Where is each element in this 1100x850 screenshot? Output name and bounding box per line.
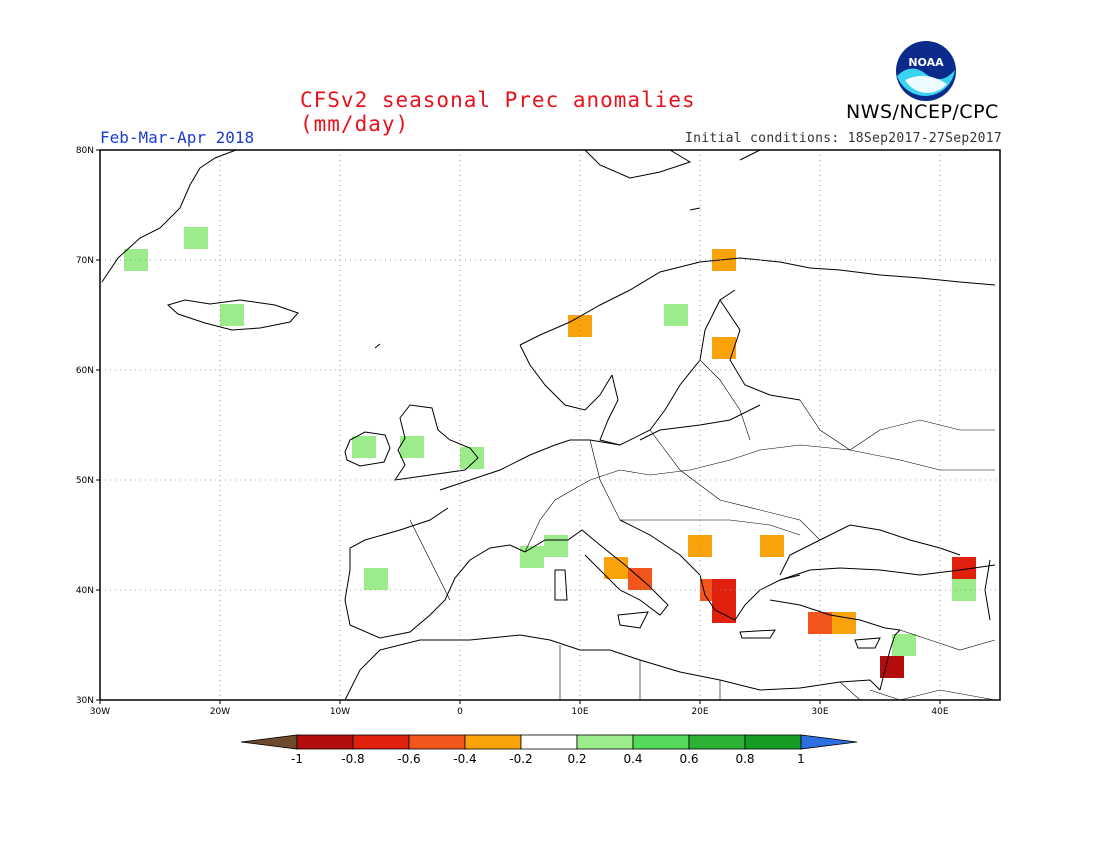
lon-label: 30W: [90, 707, 110, 717]
graticule: [100, 150, 1000, 700]
coast-south-norway: [519, 344, 613, 411]
colorbar-tick-label: 0.8: [735, 752, 754, 766]
lon-label: 20E: [691, 707, 708, 717]
anomaly-cell-19: [628, 568, 652, 590]
map-frame: [99, 149, 1001, 701]
anomaly-cell-21: [808, 612, 832, 634]
coast-north-europe: [439, 439, 621, 491]
colorbar-tick-label: 1: [797, 752, 805, 766]
coastlines: [101, 149, 996, 701]
lon-label: 30E: [811, 707, 828, 717]
lat-label: 60N: [76, 366, 94, 376]
lon-label: 10E: [571, 707, 588, 717]
colorbar-tick-label: 0.2: [567, 752, 586, 766]
coast-north-africa: [344, 634, 881, 701]
anomaly-cell-15: [832, 612, 856, 634]
anomaly-cell-17: [712, 337, 736, 359]
coast-britain: [393, 404, 479, 481]
lat-label: 70N: [76, 256, 94, 266]
coast-ireland: [344, 431, 391, 467]
anomaly-cell-22: [712, 579, 736, 601]
coast-svalbard: [584, 149, 692, 179]
agency-label: NWS/NCEP/CPC: [846, 101, 999, 123]
anomaly-cell-25: [952, 557, 976, 579]
colorbar-tick-label: -0.8: [341, 752, 364, 766]
coast-baltic: [599, 289, 736, 446]
anomaly-cell-11: [952, 579, 976, 601]
coast-franz: [689, 149, 761, 211]
longitude-labels: 30W 20W 10W 0 10E 20E 30E 40E: [90, 700, 949, 717]
noaa-logo: NOAA: [896, 41, 956, 101]
anomaly-cell-1: [520, 546, 544, 568]
anomaly-cell-8: [184, 227, 208, 249]
forecast-period: Feb-Mar-Apr 2018: [100, 128, 255, 147]
coast-iberia: [344, 507, 526, 639]
colorbar-tick-label: 0.4: [623, 752, 642, 766]
anomaly-cell-14: [604, 557, 628, 579]
coast-sicily: [617, 611, 649, 629]
colorbar-legend: -1 -0.8 -0.6 -0.4 -0.2 0.2 0.4 0.6 0.8 1: [240, 734, 858, 766]
anomaly-cell-4: [352, 436, 376, 458]
colorbar-segment: [744, 734, 802, 750]
coast-greenland: [101, 149, 237, 283]
anomaly-cell-13: [760, 535, 784, 557]
coast-faroe: [374, 343, 381, 349]
colorbar-arrow-low: [240, 734, 298, 750]
colorbar-arrow-high: [800, 734, 858, 750]
anomaly-cell-26: [880, 656, 904, 678]
noaa-logo-text: NOAA: [908, 56, 944, 69]
colorbar-tick-label: -0.2: [509, 752, 532, 766]
coast-crete: [739, 629, 776, 639]
colorbar-segment: [576, 734, 634, 750]
lon-label: 0: [457, 707, 463, 717]
lat-label: 40N: [76, 586, 94, 596]
coast-turkey: [779, 564, 996, 581]
anomaly-cell-5: [460, 447, 484, 469]
colorbar-tick-label: 0.6: [679, 752, 698, 766]
anomaly-cell-10: [892, 634, 916, 656]
colorbar-segment: [520, 734, 578, 750]
colorbar-tick-label: -1: [291, 752, 303, 766]
colorbar-segment: [688, 734, 746, 750]
coast-norway: [519, 257, 996, 346]
lat-label: 50N: [76, 476, 94, 486]
anomaly-cell-2: [364, 568, 388, 590]
coast-finland: [719, 299, 801, 401]
colorbar-segment: [632, 734, 690, 750]
coast-iceland: [167, 299, 299, 331]
lon-label: 40E: [931, 707, 948, 717]
colorbar-segment: [464, 734, 522, 750]
country-borders: [409, 359, 996, 701]
coast-black-sea: [779, 524, 961, 576]
colorbar-tick-label: -0.6: [397, 752, 420, 766]
coast-balkans: [619, 519, 801, 621]
colorbar-segment: [296, 734, 354, 750]
latitude-labels: 80N 70N 60N 50N 40N 30N: [76, 146, 100, 706]
coast-cyprus: [854, 637, 881, 649]
coast-sardinia: [554, 569, 568, 601]
lon-label: 10W: [330, 707, 350, 717]
anomaly-cell-23: [712, 601, 736, 623]
lat-label: 80N: [76, 146, 94, 156]
anomaly-cell-6: [220, 304, 244, 326]
map-title: CFSv2 seasonal Prec anomalies (mm/day): [300, 88, 696, 136]
anomaly-cells: [124, 227, 976, 678]
initial-conditions: Initial conditions: 18Sep2017-27Sep2017: [685, 131, 1002, 146]
anomaly-cell-0: [544, 535, 568, 557]
lon-label: 20W: [210, 707, 230, 717]
coast-levant: [879, 629, 901, 691]
lat-label: 30N: [76, 696, 94, 706]
anomaly-cell-3: [400, 436, 424, 458]
anomaly-cell-9: [664, 304, 688, 326]
colorbar-segment: [352, 734, 410, 750]
coast-turkey-south: [769, 599, 901, 631]
colorbar-segment: [408, 734, 466, 750]
colorbar-tick-label: -0.4: [453, 752, 476, 766]
